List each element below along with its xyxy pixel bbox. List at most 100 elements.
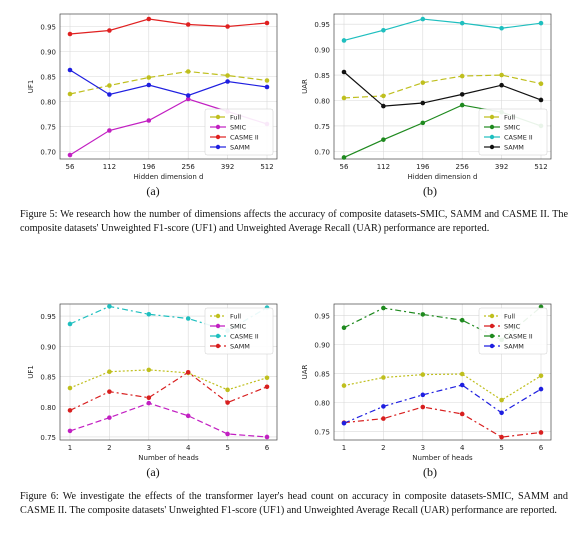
x-tick-label: 112 [103, 163, 116, 171]
data-point [264, 434, 270, 440]
series-line [343, 74, 542, 99]
y-axis-label: UF1 [27, 80, 35, 94]
legend-label: SMIC [504, 323, 521, 331]
data-point [459, 73, 465, 79]
legend-marker [215, 144, 221, 150]
legend-label: SAMM [230, 343, 250, 351]
data-point [499, 434, 504, 440]
data-point [538, 373, 544, 379]
figure6-number: Figure 6: [20, 491, 59, 502]
data-point [420, 80, 426, 85]
data-point [67, 385, 73, 391]
legend-marker [489, 323, 495, 329]
legend-marker [215, 124, 221, 130]
y-tick-label: 0.80 [314, 399, 330, 407]
data-point [107, 369, 112, 374]
data-point [420, 372, 426, 377]
data-point [146, 16, 152, 22]
y-tick-label: 0.85 [314, 370, 330, 378]
data-point [381, 404, 386, 409]
legend-marker [215, 323, 221, 329]
data-point [381, 416, 386, 421]
figure6-panel-b-label: (b) [423, 465, 437, 479]
data-point [225, 79, 230, 84]
data-point [225, 387, 230, 393]
data-point [459, 382, 465, 388]
plot-frame [59, 303, 278, 441]
x-tick-label: 392 [221, 163, 234, 171]
data-point [264, 384, 270, 390]
data-point [381, 93, 386, 99]
data-point [341, 420, 347, 426]
data-point [67, 321, 73, 327]
figure6-caption-text: We investigate the effects of the transf… [20, 491, 568, 516]
figure5-panel-a-label: (a) [146, 184, 160, 198]
legend-label: SAMM [230, 144, 250, 152]
y-tick-label: 0.95 [314, 21, 330, 29]
x-tick-label: 6 [539, 444, 544, 452]
legend-marker [215, 313, 221, 319]
legend-marker [215, 114, 221, 120]
data-point [341, 155, 347, 160]
x-tick-label: 5 [225, 444, 229, 452]
y-tick-label: 0.75 [314, 123, 330, 131]
data-point [538, 430, 544, 435]
data-point [420, 100, 426, 106]
legend-marker [489, 333, 495, 339]
x-tick-label: 392 [495, 163, 508, 171]
data-point [381, 27, 386, 33]
data-point [420, 16, 426, 22]
y-tick-label: 0.90 [40, 49, 56, 57]
figure5-uar-chart: 0.70 0.75 0.80 0.85 0.90 0.95 56 112 196 256 392 51… [301, 13, 552, 181]
legend-box [478, 307, 548, 355]
y-tick-label: 0.90 [40, 343, 56, 351]
data-point [185, 316, 191, 321]
legend-marker [489, 114, 495, 120]
data-point [185, 370, 191, 375]
legend-label: SMIC [230, 323, 247, 331]
data-point [459, 92, 465, 97]
y-tick-label: 0.70 [40, 149, 56, 157]
legend-box [478, 108, 548, 156]
legend-label: Full [230, 114, 241, 122]
data-point [459, 20, 465, 26]
y-tick-label: 0.75 [314, 428, 330, 436]
series-line [343, 384, 542, 424]
series-line [69, 369, 268, 391]
y-axis-label: UF1 [27, 365, 35, 379]
figure5-number: Figure 5: [20, 209, 58, 220]
x-tick-label: 2 [381, 444, 385, 452]
data-point [67, 428, 73, 434]
legend-label: Full [504, 313, 515, 321]
data-point [538, 81, 544, 87]
legend-label: Full [504, 114, 515, 122]
data-point [185, 93, 191, 98]
x-tick-label: 256 [182, 163, 196, 171]
x-tick-label: 1 [68, 444, 72, 452]
y-tick-label: 0.80 [314, 97, 330, 105]
data-point [146, 311, 152, 317]
data-point [459, 371, 465, 377]
plot-frame [59, 13, 278, 160]
x-tick-label: 5 [499, 444, 503, 452]
data-point [264, 84, 270, 90]
data-point [67, 91, 73, 97]
data-point [67, 31, 73, 37]
legend-marker [489, 144, 495, 150]
legend-label: SMIC [504, 124, 521, 132]
x-tick-label: 6 [265, 444, 270, 452]
data-point [341, 383, 347, 388]
data-point [420, 312, 426, 317]
y-tick-label: 0.75 [40, 434, 56, 442]
data-point [264, 375, 270, 381]
x-axis-label: Hidden dimension d [408, 173, 478, 181]
legend-label: Full [230, 313, 241, 321]
legend-label: CASME II [504, 134, 533, 142]
data-point [264, 78, 270, 83]
data-point [146, 82, 152, 88]
data-point [420, 120, 426, 126]
series-line [343, 71, 542, 107]
data-point [225, 24, 230, 29]
data-point [146, 367, 152, 373]
x-tick-label: 3 [421, 444, 425, 452]
